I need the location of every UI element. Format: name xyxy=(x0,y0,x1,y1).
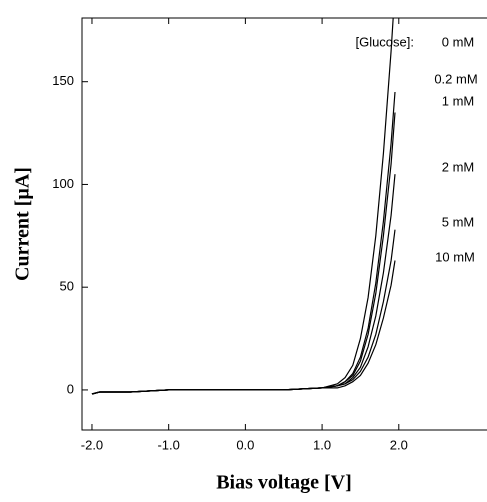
data-line xyxy=(91,260,396,395)
series-label: 1 mM xyxy=(442,93,475,108)
annotation: [Glucose]: xyxy=(355,34,414,49)
data-line xyxy=(91,91,396,395)
data-line xyxy=(91,18,394,395)
x-tick-label: 1.0 xyxy=(313,437,331,452)
series-label: 2 mM xyxy=(442,159,475,174)
data-line xyxy=(91,112,396,395)
x-tick-label: 2.0 xyxy=(390,437,408,452)
x-tick-label: -1.0 xyxy=(157,437,179,452)
data-line xyxy=(91,174,396,395)
plot-frame xyxy=(81,17,487,431)
series-label: 10 mM xyxy=(435,249,475,264)
y-tick-label: 50 xyxy=(60,279,74,294)
y-tick-label: 150 xyxy=(52,73,74,88)
y-tick-label: 0 xyxy=(67,381,74,396)
y-axis-title: Current [µA] xyxy=(12,167,34,281)
series-label: 5 mM xyxy=(442,214,475,229)
x-tick-label: 0.0 xyxy=(236,437,254,452)
data-line xyxy=(91,229,396,395)
x-axis-title: Bias voltage [V] xyxy=(216,472,352,494)
x-tick-label: -2.0 xyxy=(81,437,103,452)
series-label: 0 mM xyxy=(442,34,475,49)
y-tick-label: 100 xyxy=(52,176,74,191)
series-label: 0.2 mM xyxy=(434,71,477,86)
